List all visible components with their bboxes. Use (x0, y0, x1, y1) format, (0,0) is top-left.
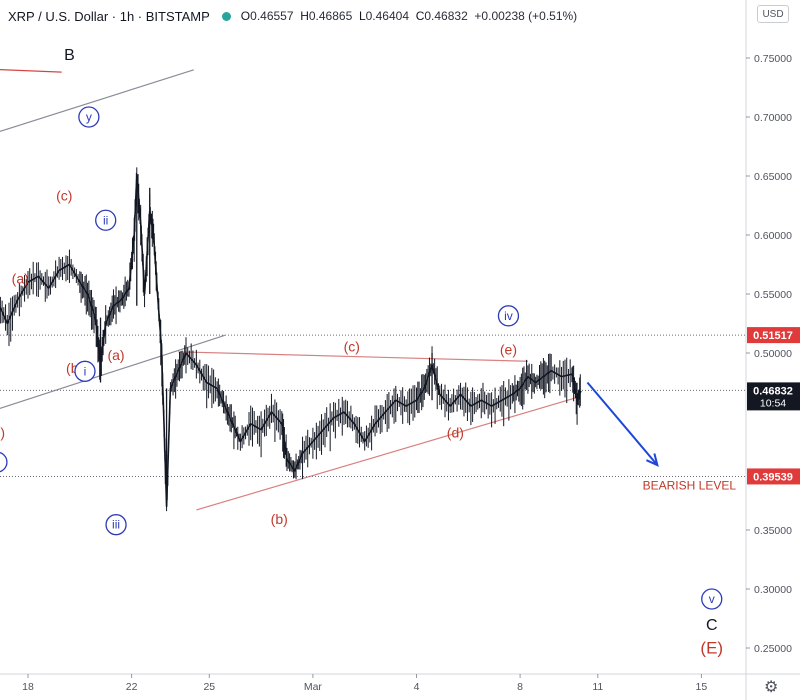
triangle-bottom-line[interactable] (196, 396, 580, 511)
projection-arrow (586, 381, 659, 467)
resistance-line-top-left[interactable] (0, 67, 62, 73)
wave-label: (c) (344, 339, 360, 355)
price-badge-bearish (747, 468, 800, 485)
low-value: 0.46404 (365, 9, 410, 23)
wave-label: (e) (500, 341, 517, 357)
price-series (0, 167, 582, 512)
wave-circle (701, 588, 723, 610)
wave-label: (c) (0, 425, 5, 441)
x-tick-label: 15 (696, 681, 708, 693)
x-tick-label: 8 (517, 681, 523, 693)
y-tick-label: 0.60000 (754, 230, 792, 242)
price-badge-current (747, 382, 800, 411)
bearish-level-label: BEARISH LEVEL (643, 478, 737, 492)
wave-label: (a) (107, 347, 124, 363)
chart-header: XRP / U.S. Dollar · 1h · BITSTAMP O0.465… (8, 6, 577, 26)
x-tick-label: 18 (22, 681, 34, 693)
upper-channel-line[interactable] (0, 69, 194, 149)
wave-label: C (706, 617, 718, 634)
gear-icon[interactable]: ⚙ (764, 679, 779, 696)
projection-arrow-shaft[interactable] (586, 381, 659, 466)
triangle-top-line[interactable] (178, 351, 528, 362)
y-tick-label: 0.30000 (754, 584, 792, 596)
x-tick-label: 4 (414, 681, 420, 693)
wave-circle (74, 360, 96, 382)
x-tick-label: 25 (203, 681, 215, 693)
y-tick-label: 0.35000 (754, 525, 792, 537)
wave-label-circled: i (84, 364, 87, 378)
symbol-title[interactable]: XRP / U.S. Dollar · 1h · BITSTAMP (8, 8, 210, 24)
price-badge-label: 0.39539 (753, 471, 793, 483)
wave-labels: By(c)ii(b)(a)(a)(b)i(c)xiii(b)(c)(d)iv(e… (0, 47, 736, 658)
wave-circle (0, 451, 8, 473)
chart-level-lines (0, 334, 746, 477)
wave-label-circled: ii (103, 213, 108, 227)
market-status-dot (221, 11, 231, 21)
wave-label: B (64, 47, 75, 64)
high-value: 0.46865 (308, 9, 353, 23)
wave-circle (497, 305, 520, 327)
wave-circle (95, 209, 117, 231)
x-tick-label: 22 (126, 681, 138, 693)
wave-label-circled: iv (504, 309, 513, 323)
wave-label: (c) (56, 187, 72, 203)
wave-label-circled: iii (112, 518, 120, 532)
price-badge-label: 0.46832 (753, 385, 793, 397)
wave-label: (a) (12, 271, 29, 287)
y-tick-label: 0.65000 (754, 171, 792, 183)
change-value: +0.00238 (+0.51%) (474, 9, 578, 23)
open-value: 0.46557 (250, 9, 294, 23)
time-axis: 18 22 25 Mar 4 8 11 15 (22, 674, 707, 693)
y-tick-label: 0.55000 (754, 289, 792, 301)
y-tick-label: 0.25000 (754, 643, 792, 655)
wave-circle (78, 106, 100, 128)
wave-label-circled: v (709, 592, 715, 606)
wave-label: (E) (700, 639, 723, 658)
price-axis: 0.75000 0.70000 0.65000 0.60000 0.55000 0.500… (746, 53, 800, 655)
currency-button[interactable]: USD (757, 5, 789, 23)
countdown-label: 10:54 (760, 397, 786, 409)
y-tick-label: 0.50000 (754, 348, 792, 360)
wave-label-circled: y (86, 110, 92, 124)
projection-arrow-head (645, 453, 659, 467)
price-badge-resistance (747, 327, 800, 344)
wave-label: (b) (271, 511, 288, 527)
x-tick-label: 11 (592, 681, 603, 693)
x-tick-label: Mar (304, 681, 323, 693)
price-badge-label: 0.51517 (753, 330, 793, 342)
chart-trendlines (0, 67, 580, 511)
wave-circle (105, 514, 127, 536)
price-line (0, 175, 582, 508)
y-tick-label: 0.70000 (754, 112, 792, 124)
close-value: 0.46832 (424, 9, 468, 23)
wave-label: (d) (447, 425, 464, 441)
ohlc-readout: O0.46557 H0.46865 L0.46404 C0.46832 +0.0… (240, 9, 578, 23)
y-tick-label: 0.75000 (754, 53, 792, 65)
